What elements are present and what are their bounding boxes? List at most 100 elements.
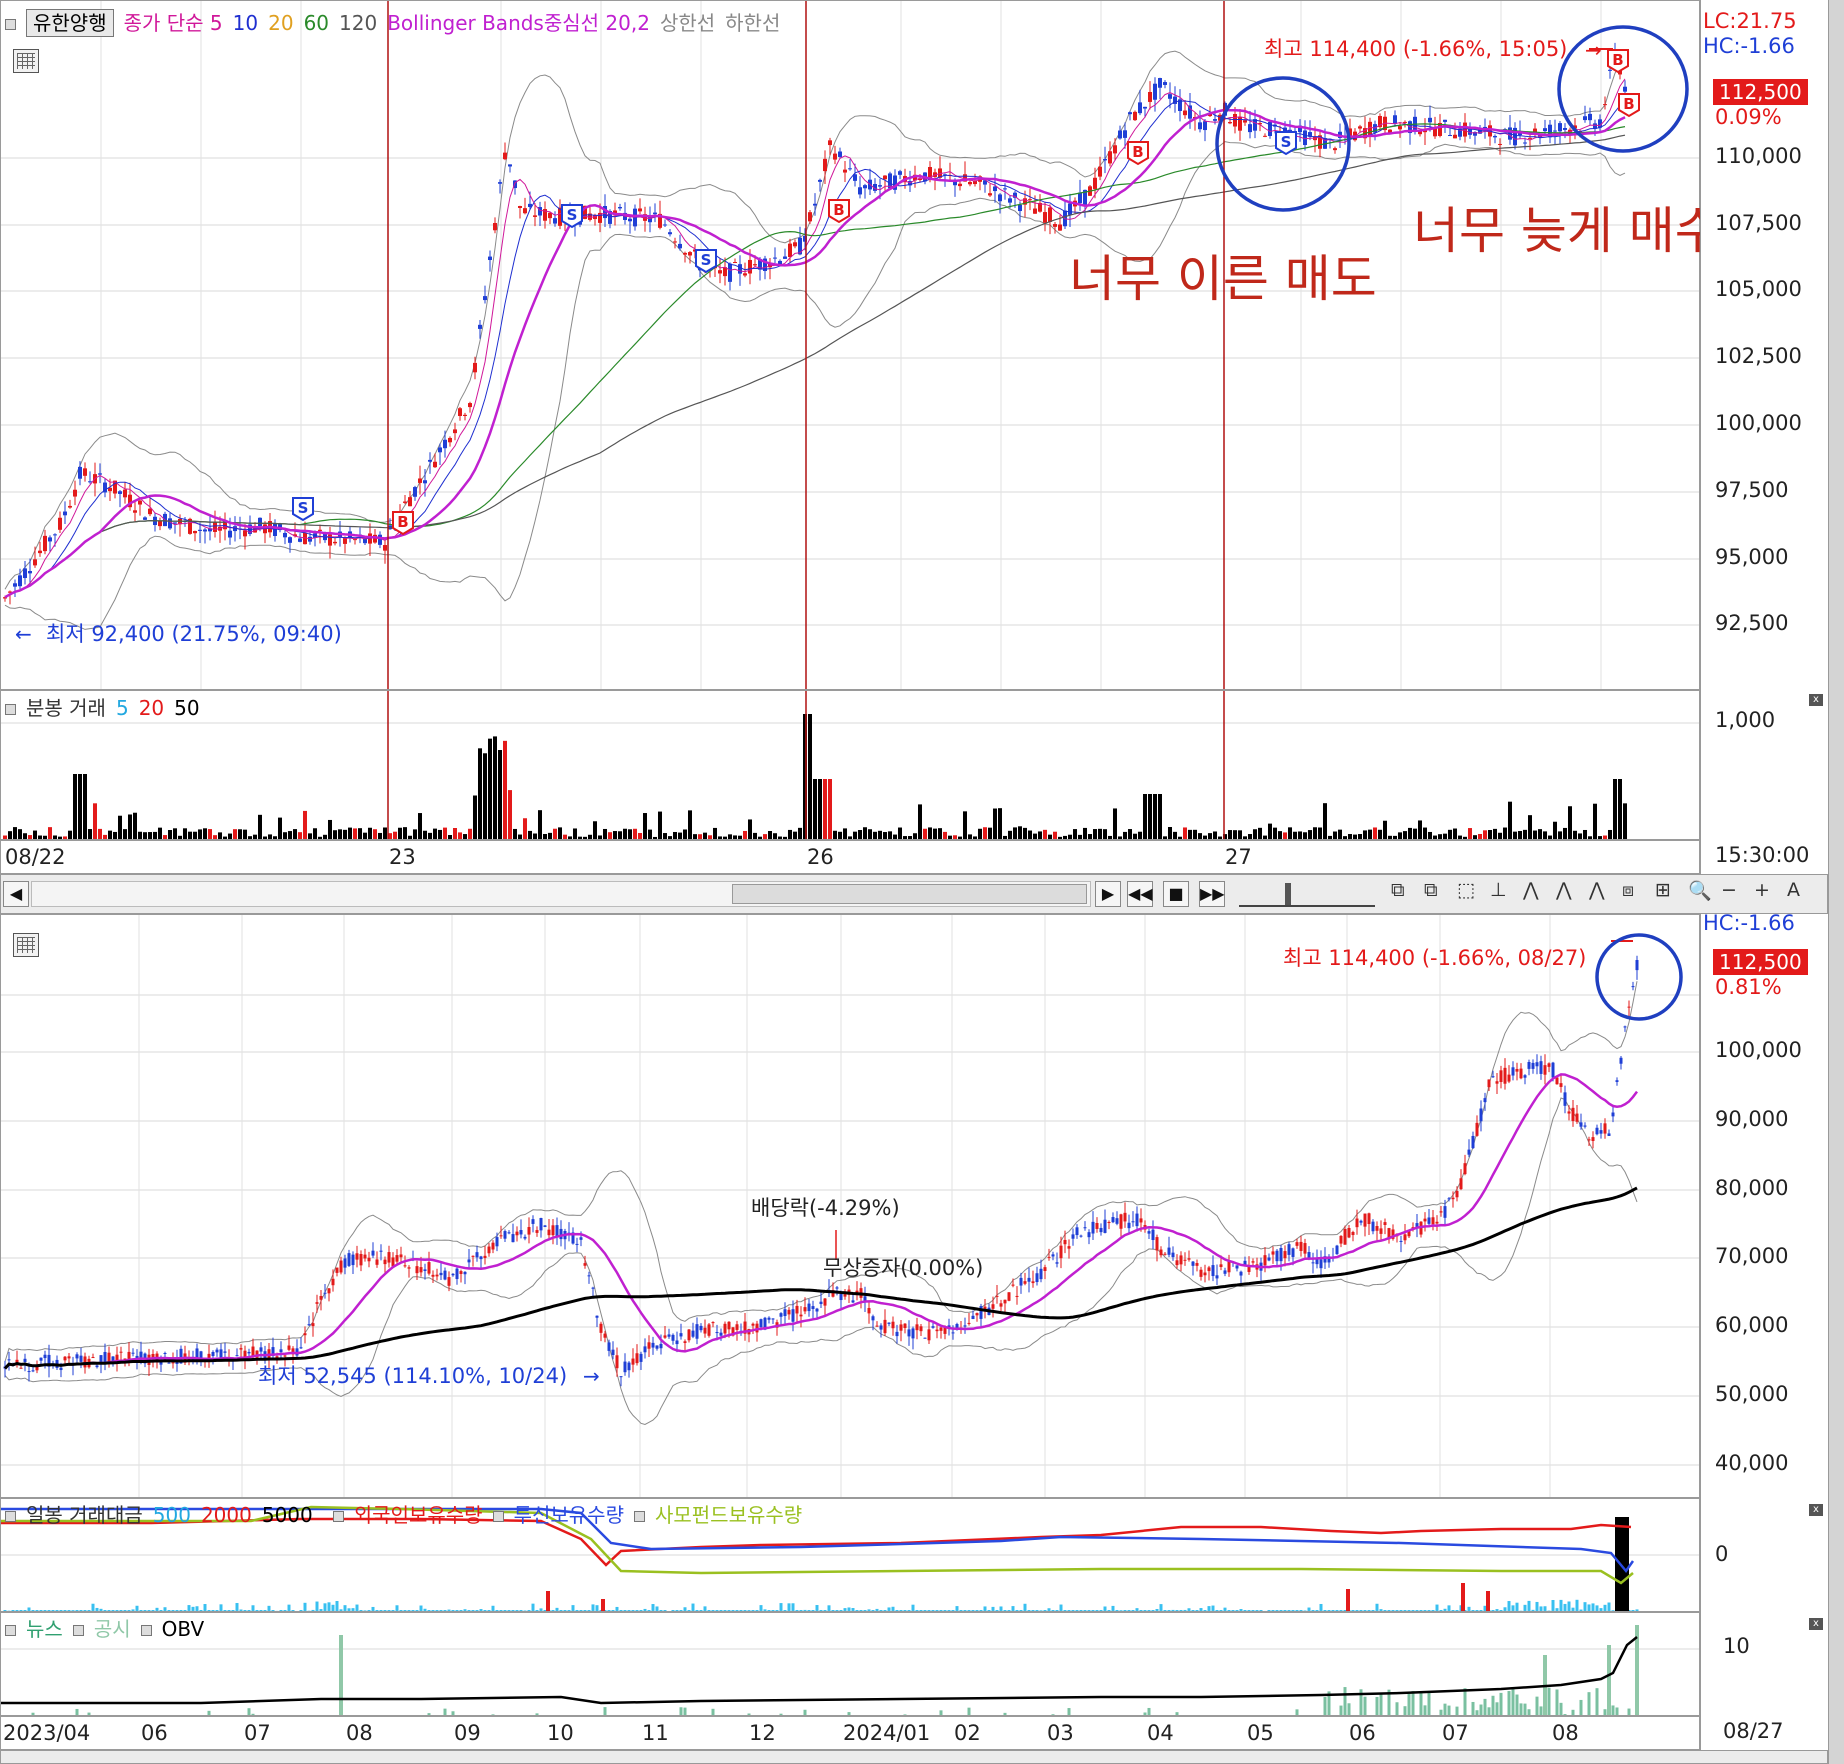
close-icon[interactable]: x [1809, 694, 1823, 706]
amount-bar [659, 1610, 663, 1611]
fast-forward-button[interactable]: ▶▶ [1199, 881, 1225, 907]
stock-name-button[interactable]: 유한양행 [26, 9, 114, 37]
candle-body [78, 466, 82, 479]
rewind-button[interactable]: ◀◀ [1127, 881, 1153, 907]
zoom-slider-handle[interactable] [1285, 883, 1291, 905]
zoom-in-icon[interactable]: + [1754, 879, 1770, 901]
daily-price-panel[interactable]: 최고 114,400 (-1.66%, 08/27) 최저 52,545 (11… [0, 914, 1700, 1498]
volume-bar [1338, 829, 1342, 839]
grid-icon[interactable]: ⧈ [1622, 879, 1635, 901]
candle-body [1279, 1248, 1283, 1262]
holdings-panel[interactable]: 일봉 거래대금 500 2000 5000 외국인보유수량 투신보유수량 사모펀드보유수량 [0, 1498, 1700, 1612]
volume-bar [428, 832, 432, 839]
calculator-icon[interactable] [13, 49, 39, 73]
trend-icon[interactable]: ⋀ [1589, 879, 1605, 901]
volume-bar [663, 833, 667, 839]
buy-signal-marker: B [392, 511, 414, 536]
volume-bar [923, 828, 927, 839]
news-bar [1359, 1689, 1363, 1715]
candle-body [267, 1349, 271, 1358]
trend-icon[interactable]: ⋀ [1556, 879, 1572, 901]
amount-bar [615, 1606, 619, 1611]
candle-body [895, 1331, 899, 1337]
volume-bar [413, 829, 417, 839]
volume-bar [1453, 828, 1457, 839]
scroll-right-button[interactable]: ▶ [1095, 881, 1121, 907]
box-icon[interactable]: ⬚ [1457, 879, 1475, 901]
stop-button[interactable]: ■ [1163, 881, 1189, 907]
candle-body [907, 1329, 911, 1337]
trend-icon[interactable]: ⋀ [1523, 879, 1539, 901]
close-icon[interactable]: x [1809, 1618, 1823, 1630]
legend-toggle[interactable] [5, 704, 16, 715]
zoom-out-icon[interactable]: − [1721, 879, 1737, 901]
amount-bar [939, 1610, 943, 1611]
high-arrow-icon: → [1585, 38, 1602, 62]
candle-body [608, 211, 612, 224]
amount-bar [1607, 1602, 1611, 1611]
legend-toggle[interactable] [5, 1625, 16, 1636]
volume-bar [58, 836, 62, 839]
amount-bar [839, 1610, 843, 1611]
scrollbar-thumb[interactable] [732, 884, 1087, 904]
intraday-price-axis: LC:21.75 HC:-1.66 112,500 0.09% 110,000 1… [1700, 0, 1828, 690]
volume-bar [638, 832, 642, 839]
text-icon[interactable]: A [1787, 879, 1800, 901]
legend-toggle[interactable] [5, 19, 16, 30]
search-icon[interactable]: 🔍 [1688, 880, 1712, 902]
news-obv-plot[interactable] [1, 1613, 1699, 1715]
amount-bar [19, 1610, 23, 1611]
crosshair-icon[interactable]: ⊥ [1490, 879, 1507, 901]
amount-bar [1007, 1610, 1011, 1611]
amount-bar [1143, 1610, 1147, 1611]
legend-toggle[interactable] [5, 1511, 16, 1522]
candle-body [1367, 1213, 1371, 1225]
close-icon[interactable]: x [1809, 1504, 1823, 1516]
candle-body [1498, 143, 1502, 145]
x-tick-label: 10 [547, 1721, 574, 1745]
news-obv-panel[interactable]: 뉴스 공시 OBV [0, 1612, 1700, 1716]
amount-bar [195, 1606, 199, 1611]
intraday-volume-panel[interactable]: 분봉 거래 5 20 50 [0, 690, 1700, 840]
daily-price-plot[interactable] [1, 915, 1699, 1497]
trust-holding-line [1, 1507, 1635, 1574]
amount-bar [467, 1610, 471, 1611]
legend-toggle[interactable] [633, 1511, 645, 1522]
zoom-slider[interactable] [1239, 883, 1375, 907]
ma-label: 50 [174, 696, 200, 720]
volume-bar [98, 828, 102, 839]
news-bar [1579, 1699, 1583, 1715]
candle-body [1159, 1249, 1163, 1256]
save-icon[interactable]: ⊞ [1655, 879, 1671, 901]
intraday-volume-plot[interactable] [1, 691, 1699, 839]
amount-bar [783, 1610, 787, 1611]
volume-bar [218, 832, 222, 839]
amount-bar [1411, 1610, 1415, 1611]
legend-toggle[interactable] [332, 1511, 344, 1522]
y-tick-label: 40,000 [1715, 1451, 1789, 1475]
volume-bar [888, 831, 892, 839]
legend-toggle[interactable] [72, 1625, 84, 1636]
amount-bar [1095, 1610, 1099, 1611]
amount-bar [1307, 1607, 1311, 1611]
amount-bar [931, 1610, 935, 1611]
candle-body [179, 1348, 183, 1364]
scroll-left-button[interactable]: ◀ [3, 881, 29, 907]
legend-toggle[interactable] [492, 1511, 504, 1522]
y-tick-label: 105,000 [1715, 277, 1802, 301]
candle-body [719, 1332, 723, 1336]
layout-icon[interactable]: ⧉ [1391, 879, 1405, 901]
amount-bar [431, 1610, 435, 1611]
window-icon[interactable]: ⧉ [1424, 879, 1438, 901]
candle-body [1228, 121, 1232, 124]
legend-toggle[interactable] [140, 1625, 152, 1636]
holdings-plot[interactable] [1, 1499, 1699, 1611]
candle-body [215, 1349, 219, 1353]
candle-body [778, 260, 782, 265]
calculator-icon[interactable] [13, 933, 39, 957]
amount-bar [387, 1610, 391, 1611]
volume-bar [88, 829, 92, 839]
scrollbar-track[interactable] [31, 881, 1091, 907]
